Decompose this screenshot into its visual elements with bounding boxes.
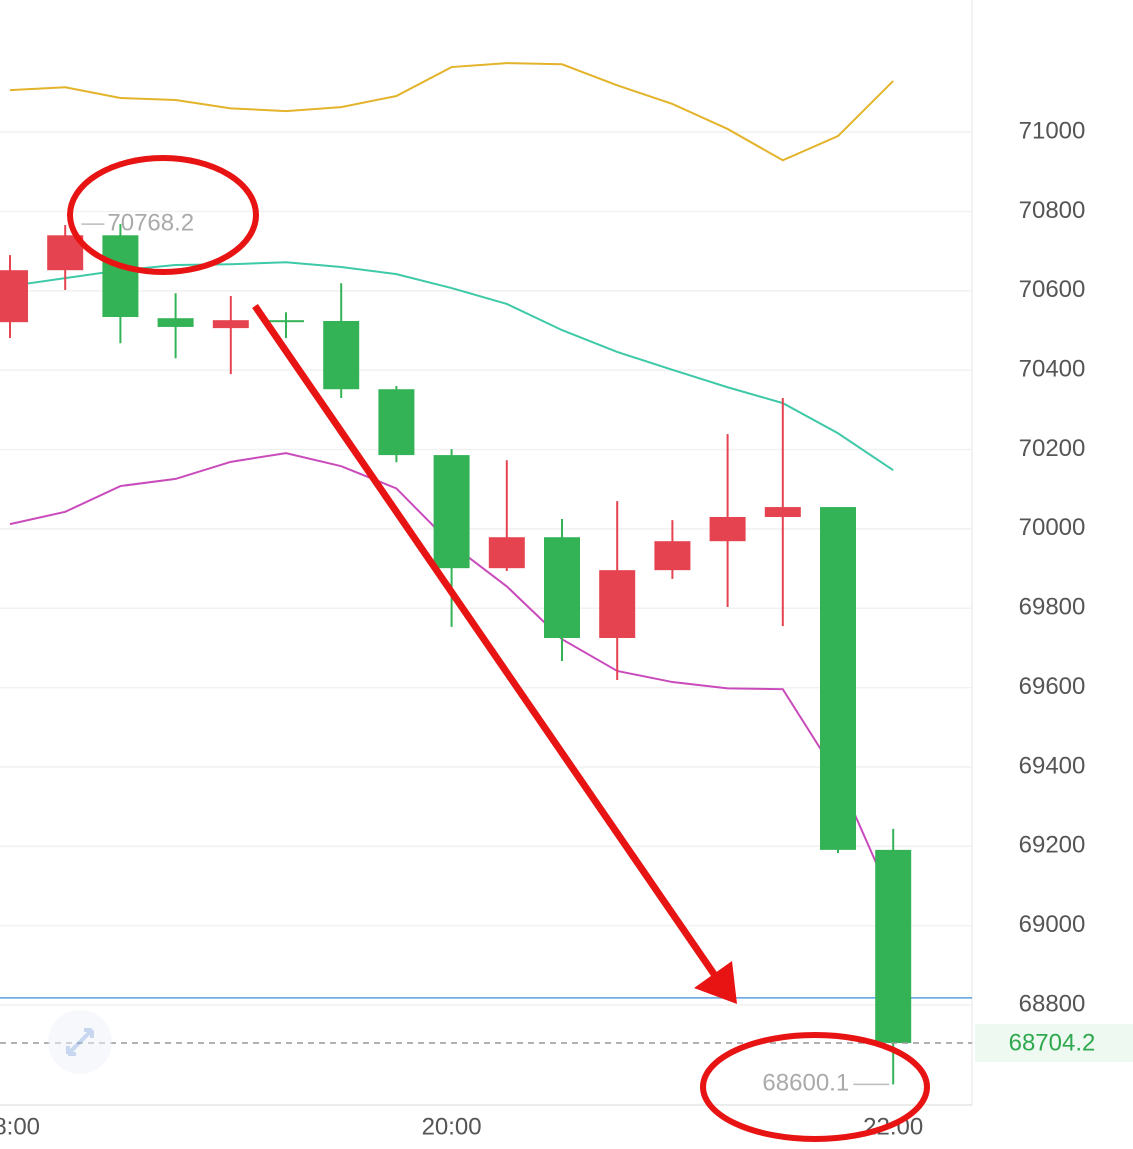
band-line <box>9 261 894 472</box>
y-tick-label: 69200 <box>1019 832 1086 859</box>
arrow-shaft <box>252 304 719 979</box>
candle-body <box>820 507 856 850</box>
candle-body <box>157 318 194 327</box>
candle-body <box>709 516 746 542</box>
expand-icon[interactable] <box>48 1010 112 1074</box>
x-tick-label: 18:00 <box>0 1113 40 1140</box>
y-tick-label: 69600 <box>1019 673 1086 700</box>
circle-annotation <box>700 1032 930 1142</box>
candle-body <box>764 507 801 517</box>
icon-arrows[interactable] <box>66 1028 94 1056</box>
candle-body <box>654 541 691 571</box>
candle-body <box>323 320 360 390</box>
candle-body <box>433 455 470 569</box>
candle-body <box>378 389 415 456</box>
y-tick-label: 70000 <box>1019 514 1086 541</box>
y-tick-label: 69800 <box>1019 594 1086 621</box>
candle-body <box>0 270 28 323</box>
min-label: 68600.1 <box>762 1070 849 1097</box>
candle-body <box>488 537 525 569</box>
y-tick-label: 70600 <box>1019 276 1086 303</box>
candle-body <box>875 849 912 1044</box>
candle-body <box>102 235 139 318</box>
arrow-head <box>694 961 737 1004</box>
x-tick-label: 20:00 <box>422 1113 482 1140</box>
band-line <box>9 62 894 162</box>
candle-body <box>212 320 249 329</box>
annotations <box>67 155 930 1142</box>
y-tick-label: 70400 <box>1019 356 1086 383</box>
y-tick-label: 71000 <box>1019 117 1086 144</box>
y-tick-label: 70200 <box>1019 435 1086 462</box>
y-tick-label: 69000 <box>1019 911 1086 938</box>
candle-body <box>599 570 636 639</box>
max-label: 70768.2 <box>107 209 194 236</box>
last-price-box <box>975 1024 1133 1063</box>
y-tick-label: 68800 <box>1019 990 1086 1017</box>
candle-body <box>544 537 580 639</box>
y-tick-label: 69400 <box>1019 752 1086 779</box>
last-price-label: 68704.2 <box>1009 1029 1096 1056</box>
y-tick-label: 70800 <box>1019 197 1086 224</box>
candle-body <box>268 320 304 323</box>
plot: 68800 69000 69200 69400 69600 69800 70000 70200… <box>0 62 1133 1140</box>
circle-annotation <box>67 155 259 275</box>
